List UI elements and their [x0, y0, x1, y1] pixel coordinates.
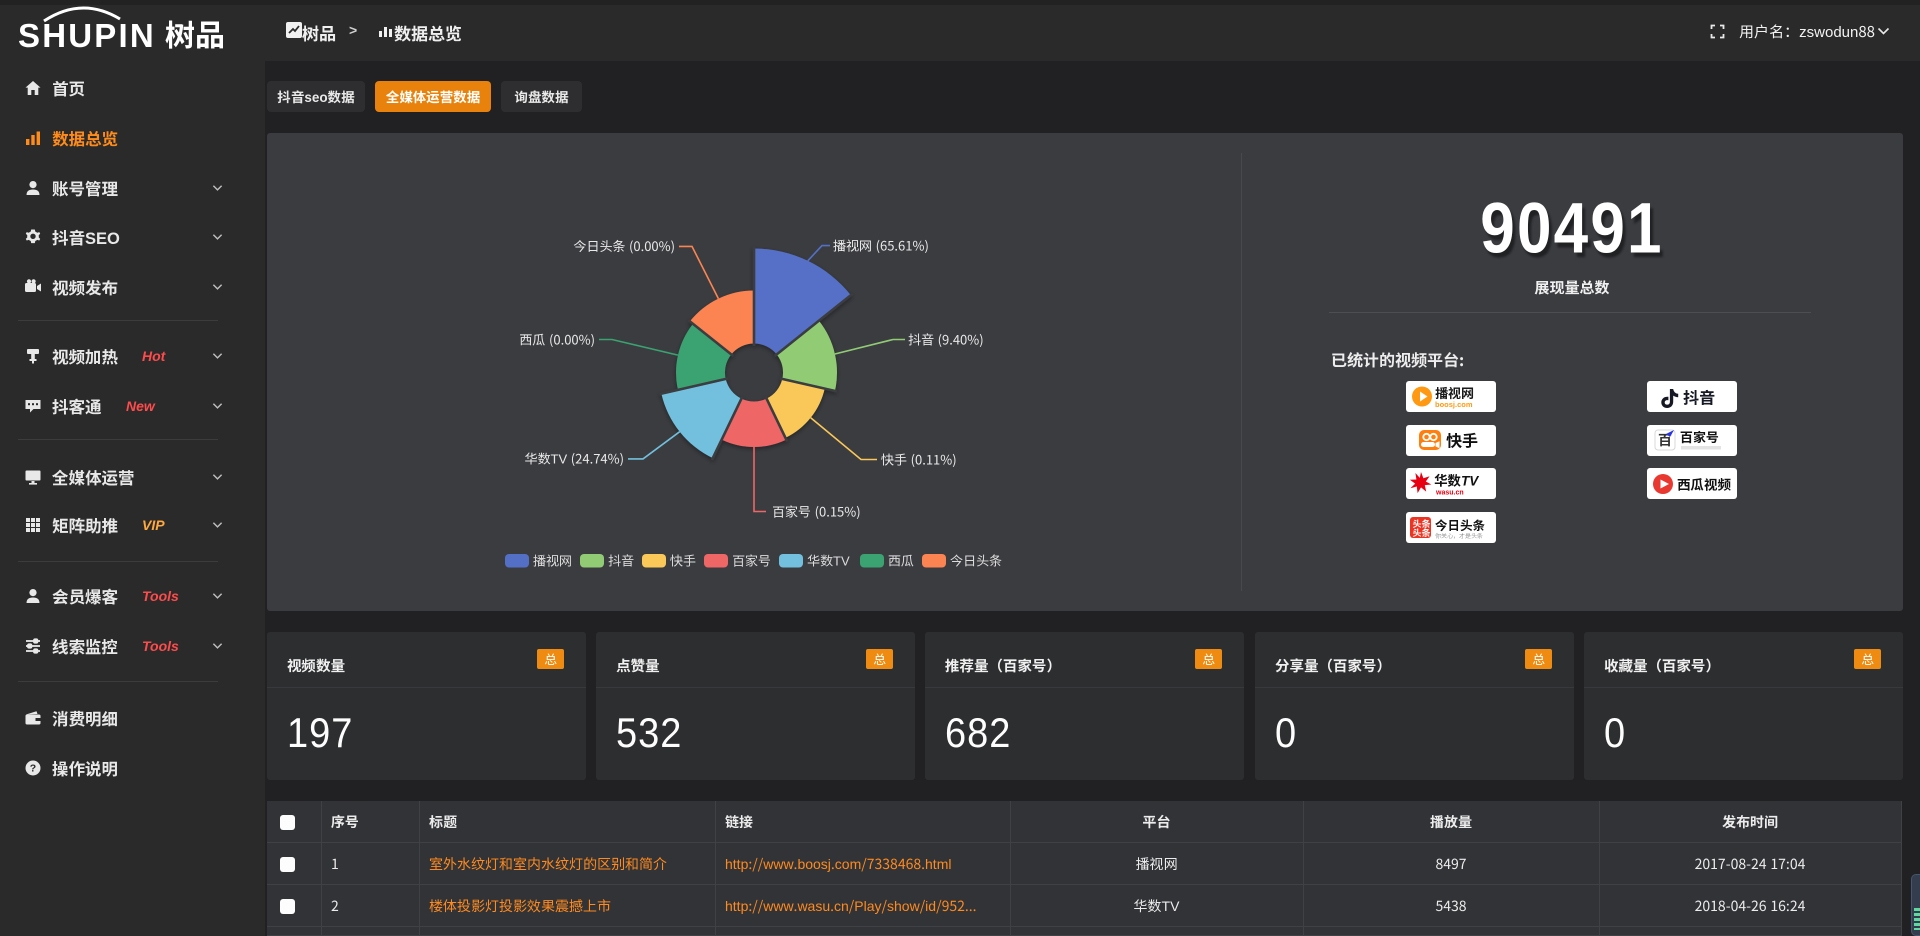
svg-text:百家号: 百家号	[732, 551, 771, 570]
svg-text:抖音: 抖音	[608, 551, 634, 570]
svg-text:华数TV: 华数TV	[807, 551, 850, 570]
svg-text:西瓜视频: 西瓜视频	[1677, 473, 1731, 493]
svg-text:wasu.cn: wasu.cn	[1435, 490, 1464, 497]
svg-text:快手: 快手	[1445, 428, 1478, 452]
svg-text:播视网 (65.61%): 播视网 (65.61%)	[833, 235, 929, 254]
svg-text:抖音 (9.40%): 抖音 (9.40%)	[908, 329, 984, 348]
svg-text:SHUPIN: SHUPIN	[18, 17, 156, 54]
svg-text:头条: 头条	[1413, 517, 1431, 530]
svg-text:西瓜: 西瓜	[888, 551, 914, 570]
svg-text:今日头条 (0.00%): 今日头条 (0.00%)	[573, 236, 675, 255]
svg-text:快手 (0.11%): 快手 (0.11%)	[881, 449, 957, 468]
svg-text:百家号 (0.15%): 百家号 (0.15%)	[772, 501, 861, 520]
svg-text:快手: 快手	[670, 551, 696, 570]
svg-text:你关心，才是头条: 你关心，才是头条	[1435, 531, 1483, 540]
svg-text:?: ?	[30, 763, 36, 775]
svg-text:百家号: 百家号	[1680, 427, 1719, 446]
svg-text:头条: 头条	[1413, 526, 1431, 539]
svg-text:华数TV (24.74%): 华数TV (24.74%)	[525, 449, 624, 468]
svg-text:播视网: 播视网	[533, 551, 572, 570]
svg-text:今日头条: 今日头条	[1435, 515, 1486, 534]
svg-text:今日头条: 今日头条	[950, 551, 1002, 570]
svg-text:boosj.com: boosj.com	[1435, 400, 1473, 409]
svg-text:播视网: 播视网	[1435, 383, 1474, 402]
svg-text:树品: 树品	[165, 11, 225, 54]
svg-text:西瓜 (0.00%): 西瓜 (0.00%)	[519, 329, 595, 348]
svg-text:抖音: 抖音	[1683, 384, 1715, 408]
svg-text:华数TV: 华数TV	[1434, 470, 1479, 490]
